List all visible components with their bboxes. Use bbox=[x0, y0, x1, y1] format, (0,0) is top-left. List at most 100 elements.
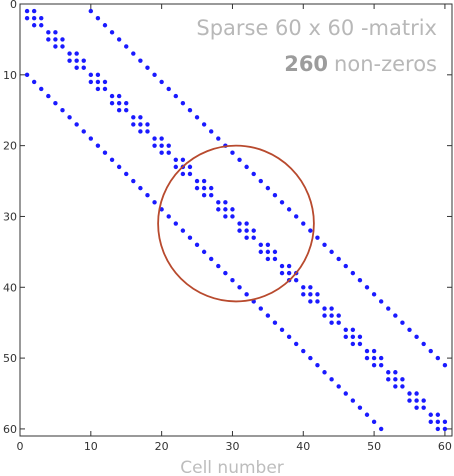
nonzero-dot bbox=[350, 334, 356, 340]
y-tick-label: 50 bbox=[3, 352, 17, 365]
nonzero-dot bbox=[364, 285, 370, 290]
nonzero-dot bbox=[301, 348, 306, 354]
nonzero-dot bbox=[159, 136, 164, 141]
nonzero-dot bbox=[223, 214, 228, 219]
nonzero-dot bbox=[24, 8, 30, 14]
nonzero-dot bbox=[258, 178, 263, 184]
nonzero-dot bbox=[53, 30, 58, 35]
nonzero-dot bbox=[244, 221, 249, 226]
nonzero-dot bbox=[357, 341, 363, 347]
nonzero-dot bbox=[88, 8, 94, 14]
nonzero-dot bbox=[357, 334, 363, 340]
nonzero-dot bbox=[152, 72, 157, 78]
nonzero-dot bbox=[308, 292, 313, 297]
nonzero-dot bbox=[343, 334, 348, 340]
y-tick-label: 30 bbox=[3, 210, 17, 223]
nonzero-dot bbox=[74, 122, 79, 127]
nonzero-dot bbox=[336, 256, 341, 262]
nonzero-dot bbox=[24, 72, 30, 78]
nonzero-dot bbox=[53, 100, 58, 106]
nonzero-dot bbox=[201, 185, 207, 191]
nonzero-dot bbox=[74, 65, 79, 70]
nonzero-dot bbox=[442, 362, 448, 368]
nonzero-dot bbox=[414, 391, 419, 396]
nonzero-dot bbox=[336, 384, 341, 389]
nonzero-dot bbox=[60, 44, 65, 49]
x-tick-label: 30 bbox=[225, 440, 239, 453]
nonzero-dot bbox=[393, 313, 398, 318]
nonzero-summary: 260 non-zeros bbox=[284, 52, 437, 76]
y-tick-label: 0 bbox=[10, 0, 17, 11]
nonzero-dot bbox=[357, 405, 363, 410]
nonzero-dot bbox=[24, 15, 30, 21]
nonzero-dot bbox=[400, 384, 405, 389]
nonzero-dot bbox=[124, 108, 129, 113]
nonzero-dot bbox=[308, 228, 313, 233]
nonzero-dot bbox=[230, 207, 235, 212]
nonzero-dot bbox=[131, 122, 136, 127]
nonzero-dot bbox=[286, 207, 292, 212]
nonzero-dot bbox=[180, 100, 186, 106]
nonzero-dot bbox=[237, 157, 242, 163]
nonzero-dot bbox=[407, 327, 412, 332]
nonzero-dot bbox=[371, 355, 377, 361]
nonzero-dot bbox=[371, 362, 377, 368]
y-tick-label: 10 bbox=[3, 69, 17, 82]
nonzero-dot bbox=[209, 193, 214, 198]
nonzero-dot bbox=[53, 37, 58, 42]
nonzero-dot bbox=[350, 327, 356, 332]
x-axis-label: Cell number bbox=[180, 458, 284, 476]
x-tick-label: 10 bbox=[84, 440, 98, 453]
nonzero-dot bbox=[201, 122, 207, 127]
nonzero-dot bbox=[194, 178, 200, 184]
nonzero-dot bbox=[442, 419, 448, 425]
nonzero-dot bbox=[173, 93, 179, 99]
nonzero-dot bbox=[173, 157, 179, 163]
nonzero-dot bbox=[393, 377, 398, 382]
x-tick-label: 60 bbox=[438, 440, 452, 453]
nonzero-dot bbox=[116, 37, 122, 42]
highlight-circle bbox=[157, 144, 315, 303]
nonzero-dot bbox=[364, 412, 370, 417]
nonzero-dot bbox=[400, 320, 405, 325]
nonzero-dot bbox=[237, 221, 242, 226]
nonzero-dot bbox=[393, 384, 398, 389]
nonzero-dot bbox=[31, 8, 37, 14]
nonzero-dot bbox=[258, 242, 263, 247]
nonzero-dot bbox=[421, 405, 426, 410]
nonzero-dot bbox=[46, 30, 51, 35]
nonzero-dot bbox=[244, 164, 249, 170]
nonzero-dot bbox=[88, 79, 94, 85]
nonzero-dot bbox=[371, 292, 377, 297]
nonzero-dot bbox=[428, 348, 433, 354]
nonzero-dot bbox=[244, 292, 249, 297]
nonzero-dot bbox=[343, 327, 348, 332]
nonzero-dot bbox=[364, 355, 370, 361]
nonzero-dot bbox=[194, 242, 200, 247]
nonzero-dot bbox=[95, 15, 101, 21]
nonzero-dot bbox=[145, 129, 150, 134]
nonzero-dot bbox=[421, 341, 426, 347]
nonzero-dot bbox=[407, 398, 412, 403]
nonzero-dot bbox=[39, 15, 44, 21]
nonzero-dot bbox=[293, 277, 299, 283]
nonzero-dot bbox=[187, 108, 193, 113]
nonzero-dot bbox=[131, 51, 136, 56]
nonzero-dot bbox=[400, 377, 405, 382]
nonzero-dot bbox=[159, 143, 164, 148]
nonzero-dot bbox=[31, 79, 37, 85]
nonzero-dot bbox=[301, 292, 306, 297]
nonzero-dot bbox=[230, 214, 235, 219]
nonzero-dot bbox=[46, 37, 51, 42]
nonzero-dot bbox=[88, 136, 94, 141]
nonzero-dot bbox=[350, 398, 356, 403]
nonzero-dot bbox=[138, 58, 143, 63]
nonzero-dot bbox=[81, 58, 86, 63]
nonzero-dots bbox=[24, 8, 448, 432]
nonzero-dot bbox=[166, 143, 171, 148]
nonzero-dot bbox=[145, 193, 150, 198]
nonzero-dot bbox=[173, 221, 179, 226]
nonzero-dot bbox=[95, 72, 101, 78]
nonzero-dot bbox=[152, 143, 157, 148]
nonzero-dot bbox=[88, 72, 94, 78]
